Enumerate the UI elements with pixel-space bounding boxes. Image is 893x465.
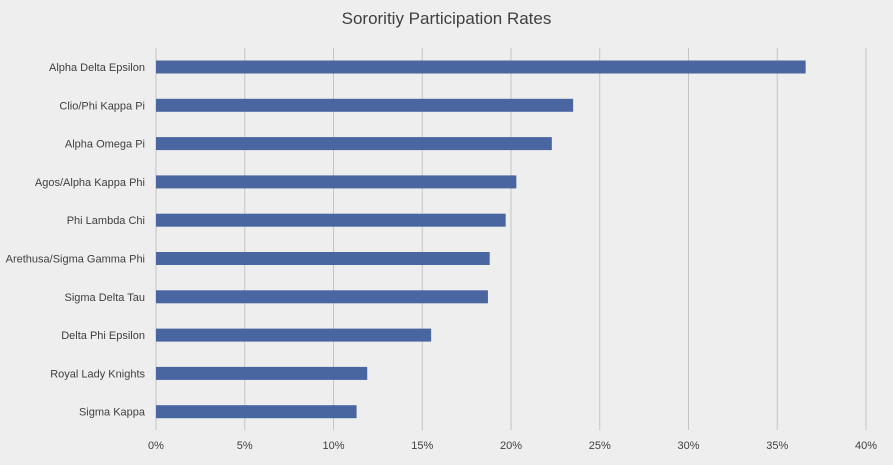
x-tick-label: 25% (589, 440, 611, 452)
x-tick-label: 35% (766, 440, 788, 452)
bar (156, 405, 357, 419)
category-label: Clio/Phi Kappa Pi (59, 100, 145, 112)
category-label: Royal Lady Knights (50, 368, 145, 380)
category-label: Delta Phi Epsilon (61, 330, 145, 342)
category-label: Agos/Alpha Kappa Phi (35, 177, 145, 189)
x-tick-labels: 0% 5% 10% 15% 20% 25% 30% 35% 40% (148, 440, 877, 452)
x-tick-label: 20% (500, 440, 522, 452)
x-tick-label: 0% (148, 440, 164, 452)
category-label: Sigma Delta Tau (64, 292, 145, 304)
category-label: Alpha Omega Pi (65, 139, 145, 151)
category-label: Alpha Delta Epsilon (49, 62, 145, 74)
x-tick-label: 15% (411, 440, 433, 452)
category-label: Arethusa/Sigma Gamma Phi (6, 254, 145, 266)
x-tick-label: 5% (237, 440, 253, 452)
bar (156, 252, 490, 265)
chart-title: Sororitiy Participation Rates (341, 9, 552, 28)
bar (156, 290, 488, 304)
x-tick-label: 30% (677, 440, 699, 452)
bar (156, 213, 506, 227)
bar (156, 60, 806, 74)
bar (156, 137, 552, 151)
bars (156, 60, 806, 419)
category-label: Phi Lambda Chi (67, 215, 145, 227)
bar (156, 366, 368, 380)
bar (156, 98, 574, 112)
category-labels: Alpha Delta Epsilon Clio/Phi Kappa Pi Alph… (6, 62, 146, 419)
bar (156, 328, 432, 342)
category-label: Sigma Kappa (79, 407, 146, 419)
x-tick-label: 40% (855, 440, 877, 452)
bar (156, 175, 517, 189)
x-tick-label: 10% (322, 440, 344, 452)
